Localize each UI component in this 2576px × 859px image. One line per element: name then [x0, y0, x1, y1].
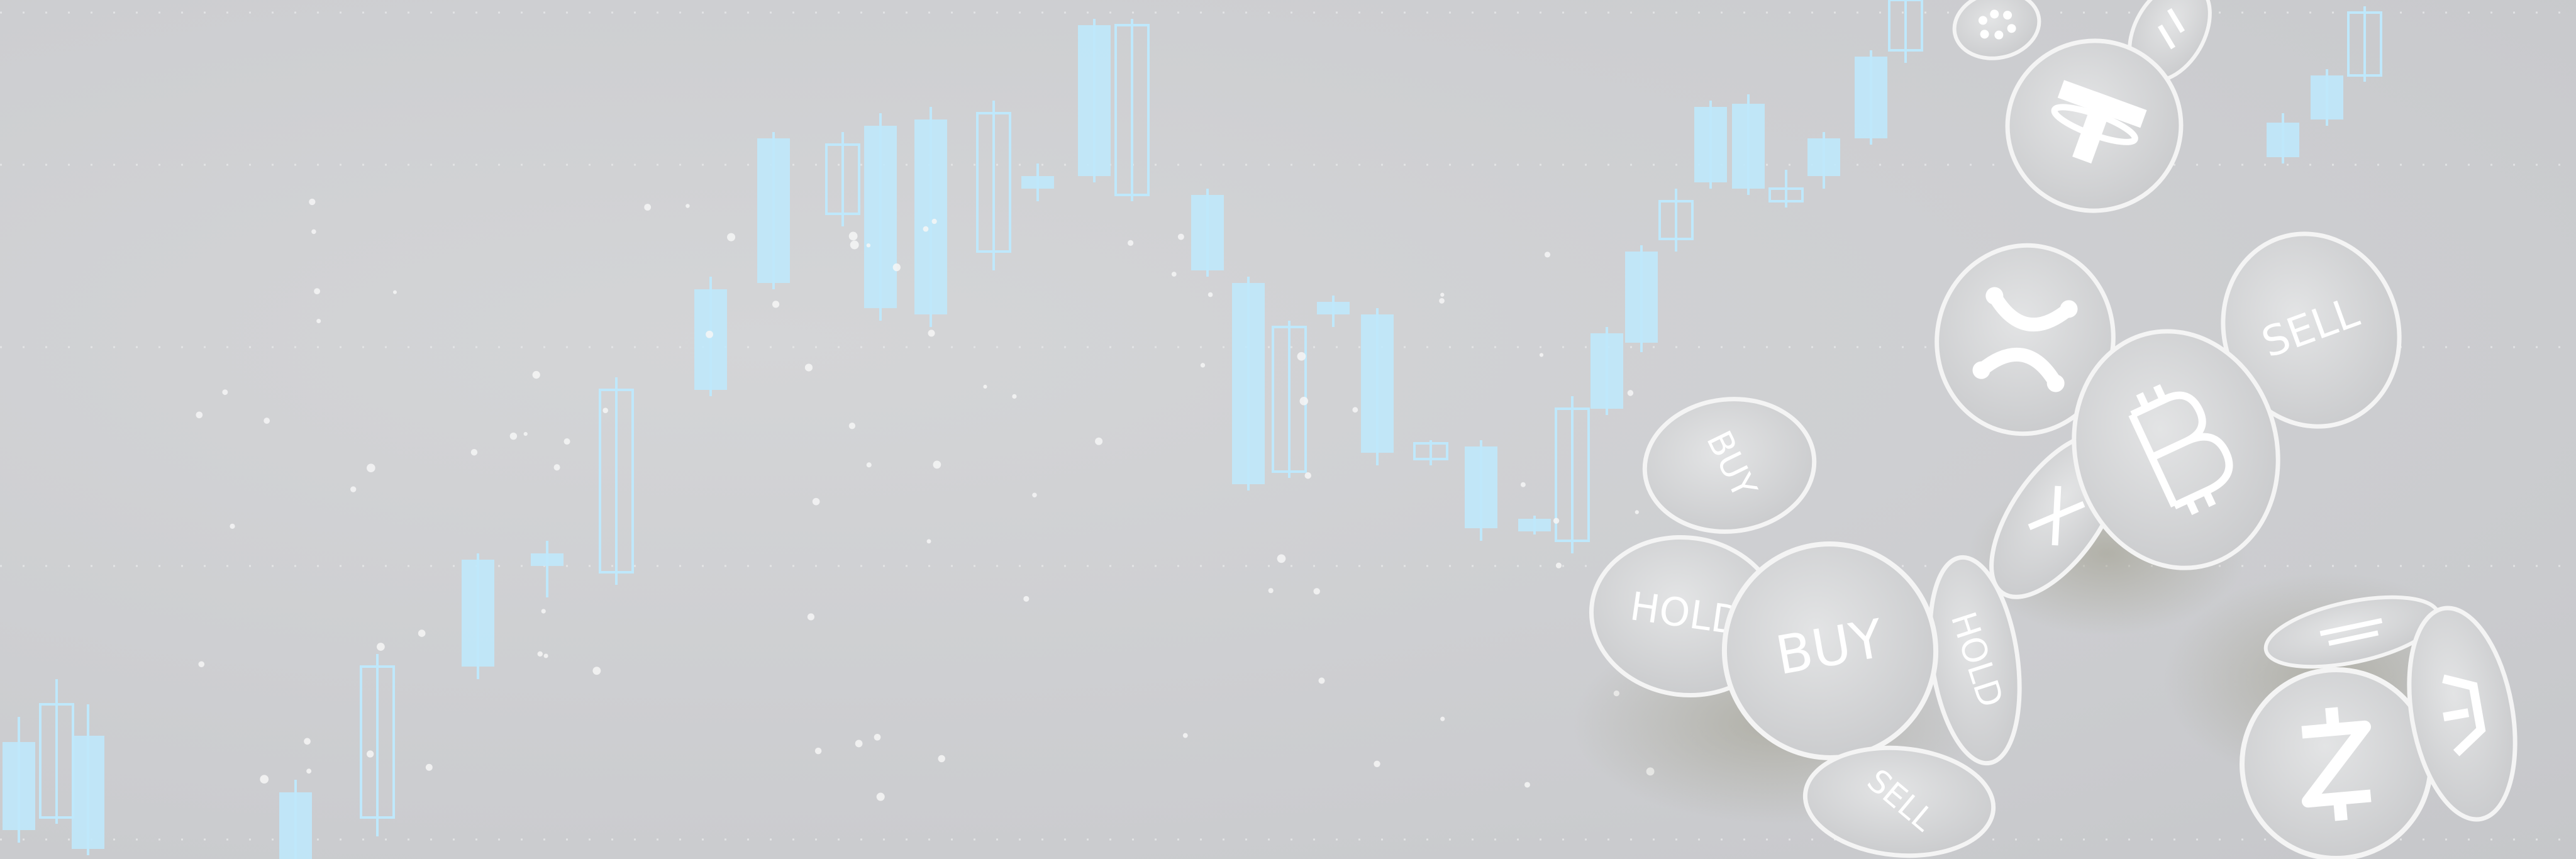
candle-body	[599, 389, 634, 574]
candle-body	[1518, 519, 1551, 531]
candle-body	[1768, 187, 1804, 202]
candle-body	[1114, 24, 1150, 196]
candle-body	[976, 112, 1011, 253]
dash-coin-icon	[2407, 606, 2518, 822]
candle-body	[1361, 314, 1394, 453]
candle-body	[757, 138, 790, 283]
ripple-coin-icon	[1935, 243, 2116, 436]
candle-body	[1732, 104, 1765, 189]
candle-body	[360, 665, 395, 819]
candle-body	[1413, 442, 1448, 460]
candle-body	[1888, 0, 1923, 52]
candle-body	[1591, 333, 1623, 409]
candle-body	[2311, 75, 2343, 119]
candle-body	[2347, 11, 2382, 77]
sell-coin-bottom: SELL	[1802, 745, 1996, 858]
candle-body	[1465, 446, 1497, 528]
candle-body	[864, 126, 897, 308]
candle-body	[1021, 176, 1054, 189]
hold-coin-right: HOLD	[1928, 555, 2022, 766]
candle-body	[1232, 283, 1265, 484]
candlesticks	[3, 0, 2382, 859]
candle-body	[1658, 200, 1694, 240]
candle-body	[462, 560, 494, 667]
candle-body	[914, 119, 947, 314]
sell-coin-right: SELL	[2221, 231, 2402, 429]
zcash-coin-icon	[2240, 667, 2433, 859]
candle-body	[1191, 195, 1224, 270]
candle-body	[531, 553, 564, 566]
candle-body	[1555, 407, 1590, 542]
candle-body	[1807, 138, 1840, 176]
candle-body	[1855, 57, 1887, 138]
cardano-coin-icon	[1952, 0, 2041, 60]
candle-body	[694, 289, 727, 390]
candle-body	[825, 143, 860, 215]
sparkle-dots	[196, 198, 1687, 801]
candle-body	[1317, 302, 1350, 314]
candle-body	[1694, 107, 1727, 182]
candle-body	[1625, 252, 1658, 343]
candle-body	[3, 742, 35, 830]
candle-body	[279, 792, 312, 859]
tether-coin-icon	[2005, 38, 2184, 213]
candle-body	[72, 736, 104, 849]
buy-coin-top: BUY	[1642, 397, 1817, 534]
bitcoin-coin-icon	[2072, 329, 2280, 570]
candle-body	[1078, 25, 1111, 176]
candle-body	[2267, 123, 2299, 157]
